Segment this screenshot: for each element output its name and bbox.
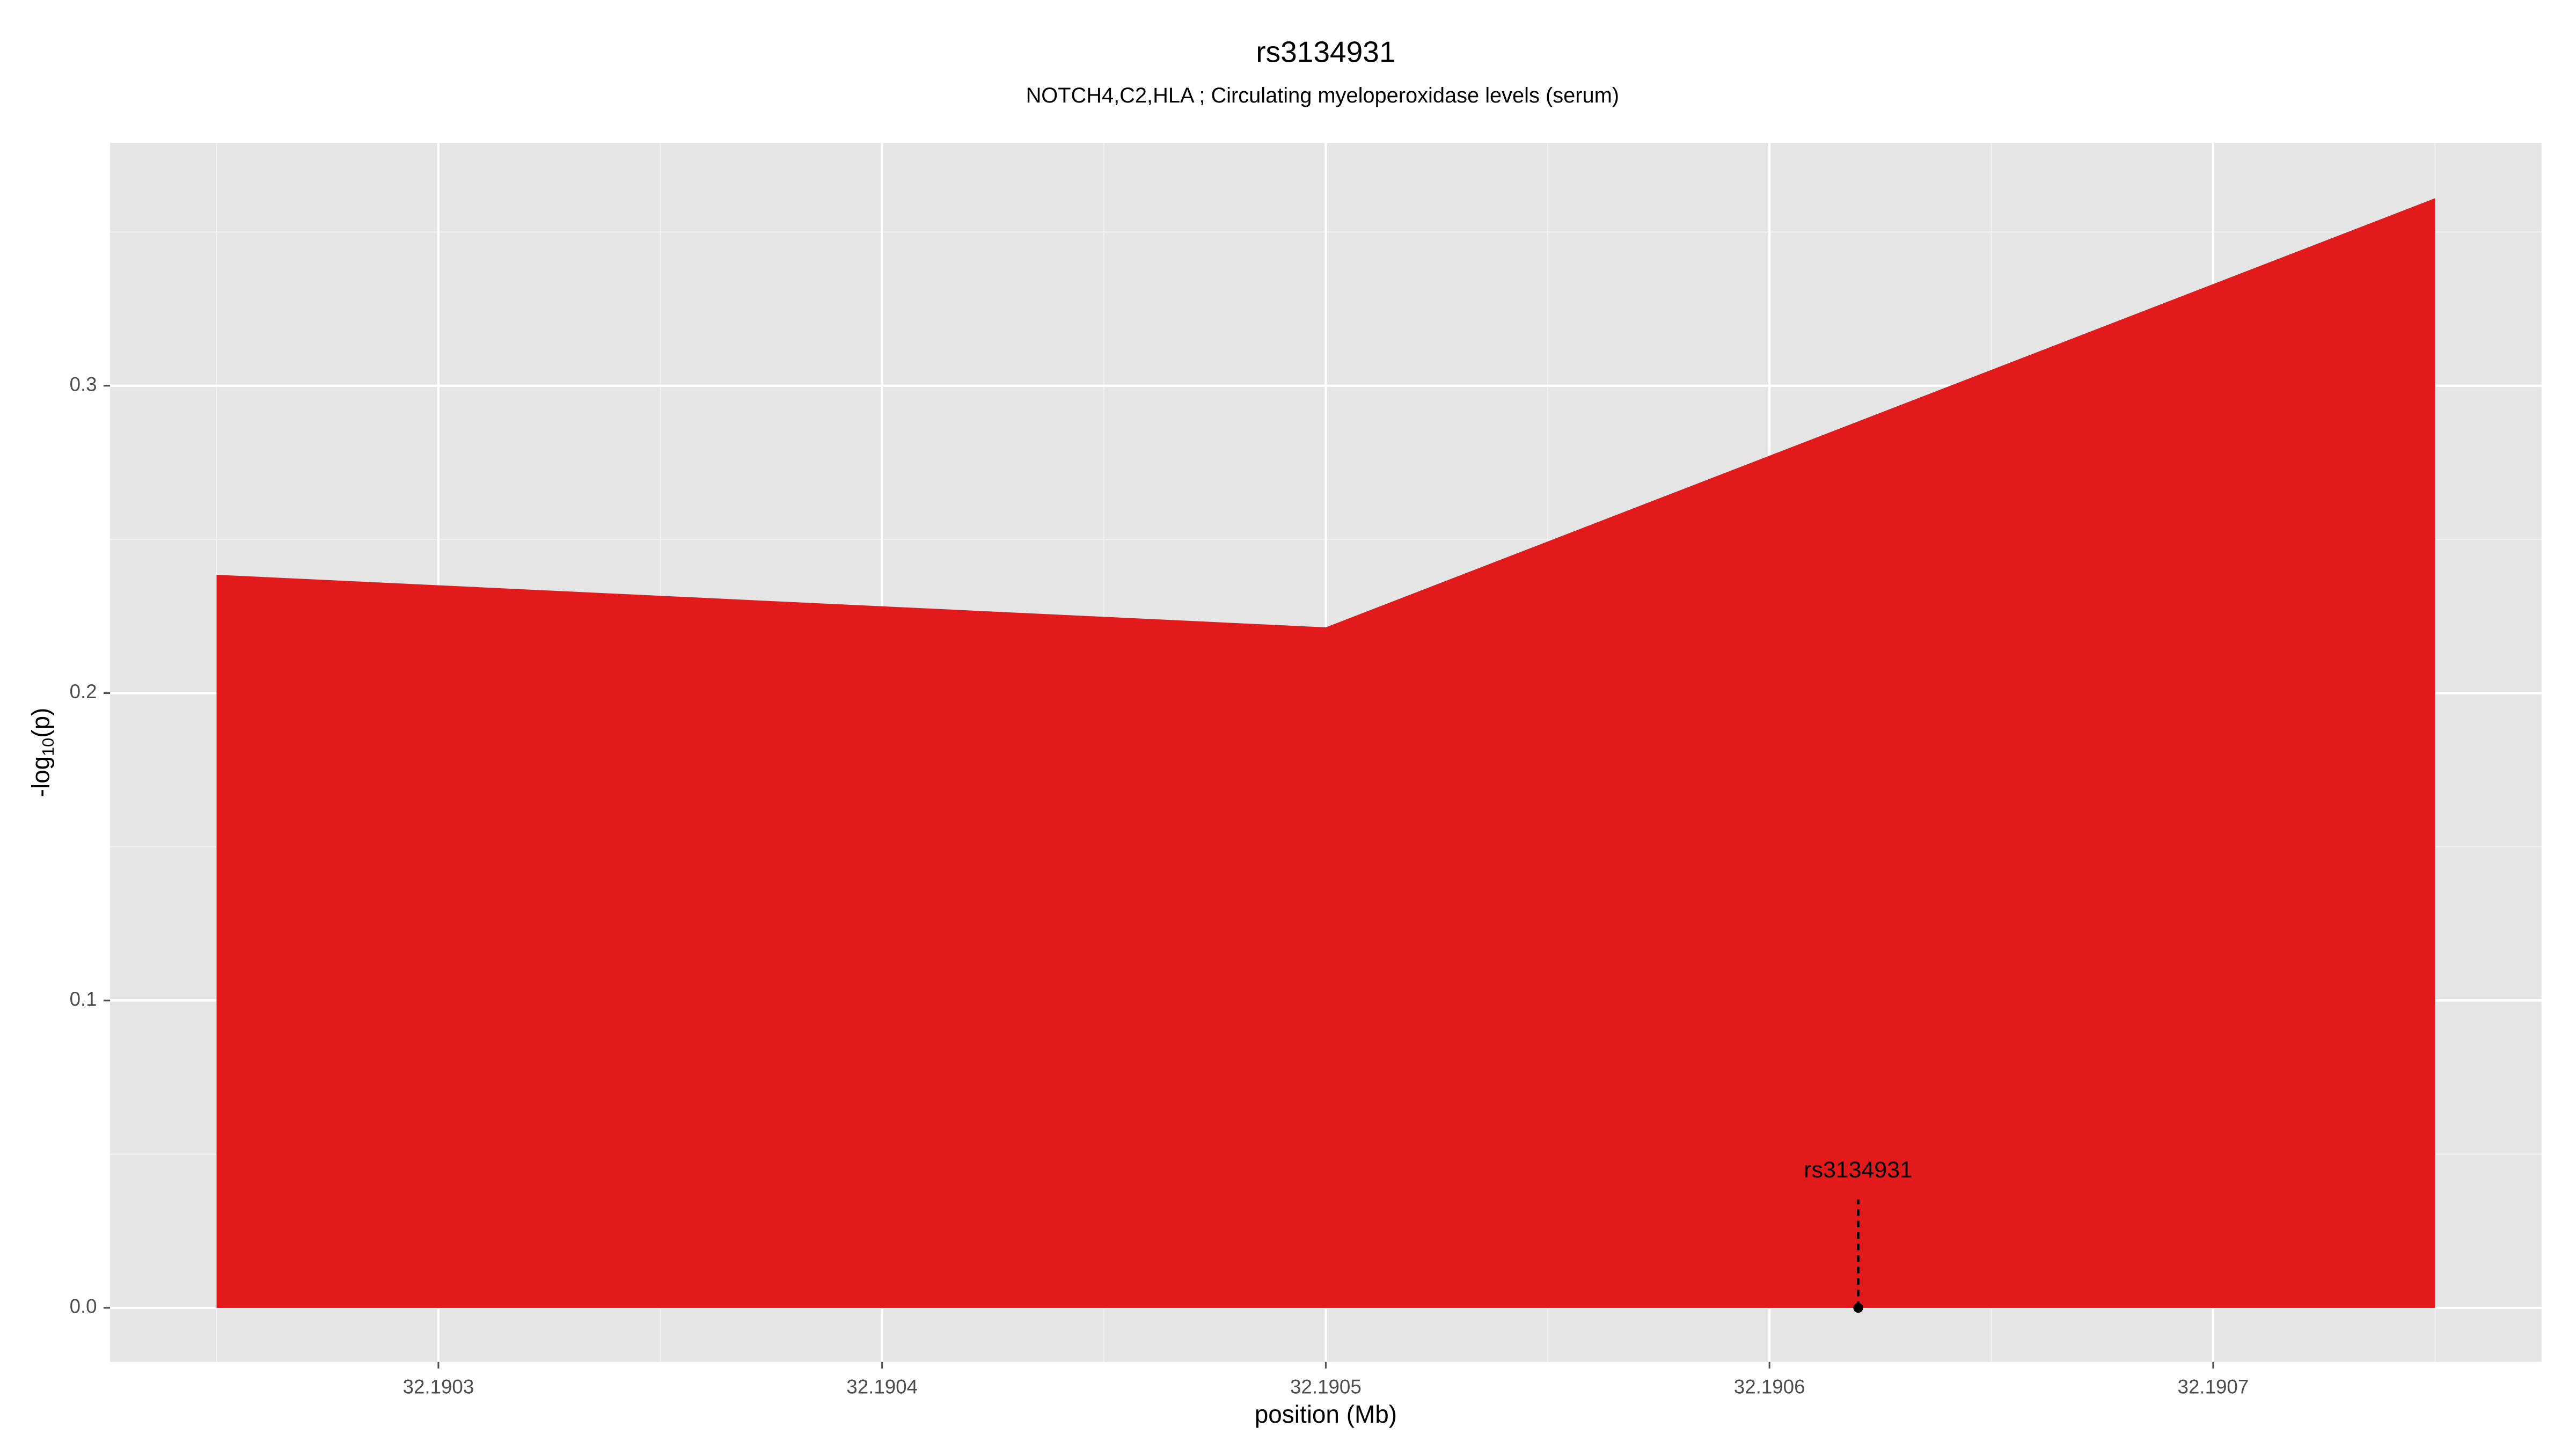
- y-tick-label: 0.3: [70, 373, 97, 395]
- y-tick-label: 0.2: [70, 680, 97, 702]
- x-tick-label: 32.1905: [1290, 1375, 1362, 1397]
- x-tick-label: 32.1906: [1734, 1375, 1805, 1397]
- y-axis-title-subscript: 10: [39, 738, 57, 756]
- x-tick-label: 32.1904: [846, 1375, 918, 1397]
- annotation-label: rs3134931: [1804, 1157, 1912, 1183]
- area: [216, 198, 2435, 1308]
- annotation-point: [1853, 1302, 1863, 1313]
- x-axis-title: position (Mb): [1255, 1400, 1397, 1428]
- y-axis-title-part: -log: [27, 756, 55, 797]
- x-tick-label: 32.1903: [403, 1375, 474, 1397]
- marks: rs3134931: [216, 198, 2435, 1313]
- x-tick-label: 32.1907: [2178, 1375, 2249, 1397]
- chart-title: rs3134931: [1256, 35, 1395, 69]
- chart-subtitle: NOTCH4,C2,HLA ; Circulating myeloperoxid…: [1026, 84, 1619, 107]
- y-axis-title-part: (p): [27, 708, 55, 738]
- y-axis-title: -log10(p): [27, 708, 57, 797]
- y-tick-label: 0.0: [70, 1296, 97, 1318]
- y-tick-label: 0.1: [70, 988, 97, 1010]
